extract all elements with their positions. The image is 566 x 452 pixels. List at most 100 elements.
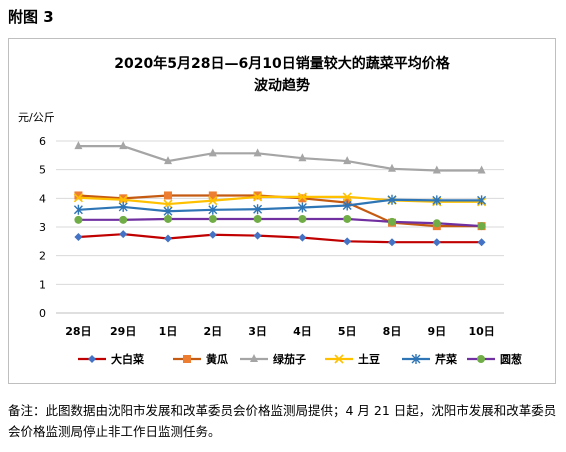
y-tick-labels: 0 1 2 3 4 5 6 [39, 135, 46, 320]
y-tick-label: 1 [39, 278, 46, 291]
legend-label: 黄瓜 [206, 352, 228, 366]
data-point [388, 163, 396, 172]
data-point [208, 191, 217, 200]
chart-frame [8, 38, 556, 384]
data-point [343, 156, 352, 165]
data-point [388, 238, 396, 247]
data-point [88, 355, 96, 363]
series [74, 230, 486, 247]
data-point [208, 230, 217, 239]
data-point [343, 237, 352, 246]
data-point [432, 238, 441, 247]
data-point [388, 217, 396, 226]
data-point [74, 215, 83, 224]
data-point [119, 194, 128, 203]
x-tick-label: 4日 [293, 325, 312, 338]
data-point [163, 199, 173, 209]
legend-label: 绿茄子 [273, 352, 306, 366]
data-point [164, 156, 172, 165]
data-point [164, 234, 172, 243]
chart-title-line2: 波动趋势 [254, 77, 310, 94]
data-point [253, 204, 263, 215]
data-point [119, 230, 128, 239]
data-point [334, 354, 344, 364]
legend-label: 圆葱 [500, 352, 522, 366]
data-point [250, 354, 258, 362]
y-tick-label: 0 [39, 307, 46, 320]
legend-label: 土豆 [358, 352, 380, 366]
y-axis-label: 元/公斤 [18, 111, 55, 124]
y-tick-label: 6 [39, 135, 46, 148]
data-point [118, 195, 128, 205]
legend-label: 大白菜 [111, 352, 145, 366]
x-tick-label: 29日 [110, 325, 136, 338]
data-point [342, 200, 352, 211]
data-point [208, 204, 218, 215]
footnote: 备注：此图数据由沈阳市发展和改革委员会价格监测局提供；4 月 21 日起，沈阳市… [8, 403, 557, 439]
data-point [74, 141, 83, 150]
data-point [432, 219, 441, 228]
x-tick-label: 3日 [248, 325, 267, 338]
legend-label: 芹菜 [435, 352, 458, 366]
legend-item: 芹菜 [402, 352, 458, 366]
data-point [208, 148, 217, 157]
data-point [253, 214, 262, 223]
x-tick-label: 5日 [338, 325, 357, 338]
data-point [164, 214, 172, 223]
data-point [74, 191, 83, 200]
data-point [411, 354, 421, 364]
data-point [343, 214, 352, 223]
data-point [298, 153, 307, 162]
data-point [253, 192, 263, 202]
series-line [78, 233, 482, 244]
data-point [298, 194, 307, 203]
data-point [387, 194, 397, 205]
legend-item: 圆葱 [467, 352, 522, 366]
chart-title-line1: 2020年5月28日—6月10日销量较大的蔬菜平均价格 [114, 55, 450, 72]
series-lines [73, 141, 487, 247]
data-point [297, 192, 307, 202]
data-point [477, 195, 487, 206]
y-tick-label: 2 [39, 250, 46, 263]
data-point [118, 201, 128, 212]
data-point [208, 214, 217, 223]
series-line [78, 198, 482, 213]
x-tick-label: 2日 [203, 325, 222, 338]
data-point [183, 355, 191, 363]
data-point [477, 238, 486, 247]
data-point [477, 355, 485, 363]
data-point [298, 214, 307, 223]
data-point [119, 141, 128, 150]
series-line [78, 217, 482, 228]
data-point [432, 195, 442, 206]
series [73, 194, 487, 217]
y-tick-label: 3 [39, 221, 46, 234]
data-point [163, 206, 173, 217]
data-point [74, 233, 83, 242]
x-tick-label: 1日 [159, 325, 178, 338]
data-point [119, 215, 128, 224]
data-point [164, 191, 172, 200]
series-line [78, 145, 482, 172]
data-point [342, 192, 352, 202]
figure-heading: 附图 3 [8, 8, 54, 26]
legend: 大白菜 黄瓜 绿茄子 土豆 芹菜 圆葱 [78, 352, 522, 366]
data-point [477, 222, 486, 231]
series [74, 141, 486, 174]
data-point [253, 191, 262, 200]
data-point [73, 193, 83, 203]
x-tick-label: 9日 [427, 325, 446, 338]
data-point [253, 231, 262, 240]
data-point [298, 233, 307, 242]
x-tick-label: 8日 [383, 325, 402, 338]
x-tick-label: 28日 [65, 325, 91, 338]
legend-item: 土豆 [325, 352, 380, 366]
data-point [477, 165, 486, 174]
x-tick-labels: 28日 29日 1日 2日 3日 4日 5日 8日 9日 10日 [65, 325, 495, 338]
legend-item: 绿茄子 [240, 352, 306, 366]
y-tick-label: 5 [39, 164, 46, 177]
series [74, 214, 486, 231]
data-point [73, 204, 83, 215]
y-tick-label: 4 [39, 192, 46, 205]
